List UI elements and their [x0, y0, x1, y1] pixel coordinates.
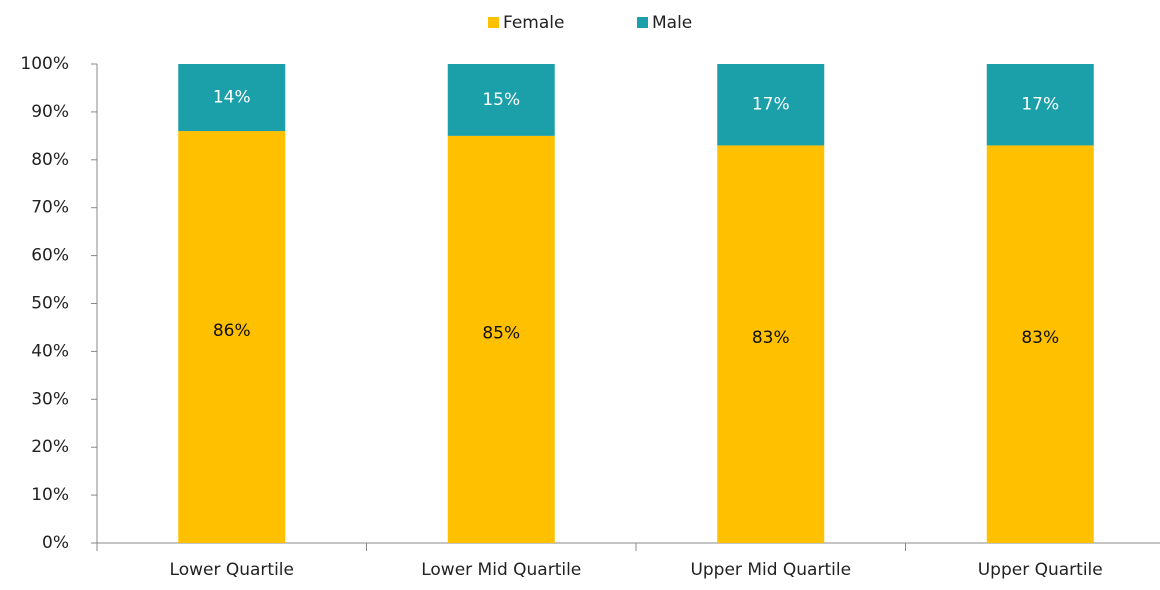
data-label: 83%: [752, 328, 790, 348]
x-tick-label: Lower Mid Quartile: [421, 560, 581, 580]
data-label: 83%: [1021, 328, 1059, 348]
bar-segment: [717, 145, 825, 543]
x-tick-label: Upper Mid Quartile: [690, 560, 851, 580]
y-tick-label: 50%: [31, 294, 69, 314]
data-label: 15%: [482, 90, 520, 110]
data-label: 17%: [752, 95, 790, 115]
y-tick-label: 90%: [31, 102, 69, 122]
data-label: 14%: [213, 88, 251, 108]
data-label: 86%: [213, 321, 251, 341]
y-tick-label: 100%: [20, 54, 69, 74]
bar-segment: [447, 135, 555, 543]
bar-segment: [986, 64, 1094, 146]
x-tick-label: Upper Quartile: [978, 560, 1103, 580]
y-tick-label: 80%: [31, 150, 69, 170]
y-tick-label: 10%: [31, 485, 69, 505]
bar-segment: [178, 64, 286, 132]
legend-swatch: [488, 17, 499, 28]
y-tick-label: 30%: [31, 389, 69, 409]
data-label: 85%: [482, 323, 520, 343]
y-tick-label: 0%: [42, 533, 69, 553]
x-tick-label: Lower Quartile: [170, 560, 294, 580]
legend-label: Male: [652, 13, 692, 33]
y-tick-label: 70%: [31, 198, 69, 218]
bar-segment: [447, 64, 555, 136]
legend-label: Female: [503, 13, 564, 33]
bar-segment: [717, 64, 825, 146]
y-tick-label: 40%: [31, 341, 69, 361]
bar-segment: [178, 131, 286, 543]
bar-segment: [986, 145, 1094, 543]
y-tick-label: 60%: [31, 246, 69, 266]
legend-swatch: [637, 17, 648, 28]
data-label: 17%: [1021, 95, 1059, 115]
y-tick-label: 20%: [31, 437, 69, 457]
